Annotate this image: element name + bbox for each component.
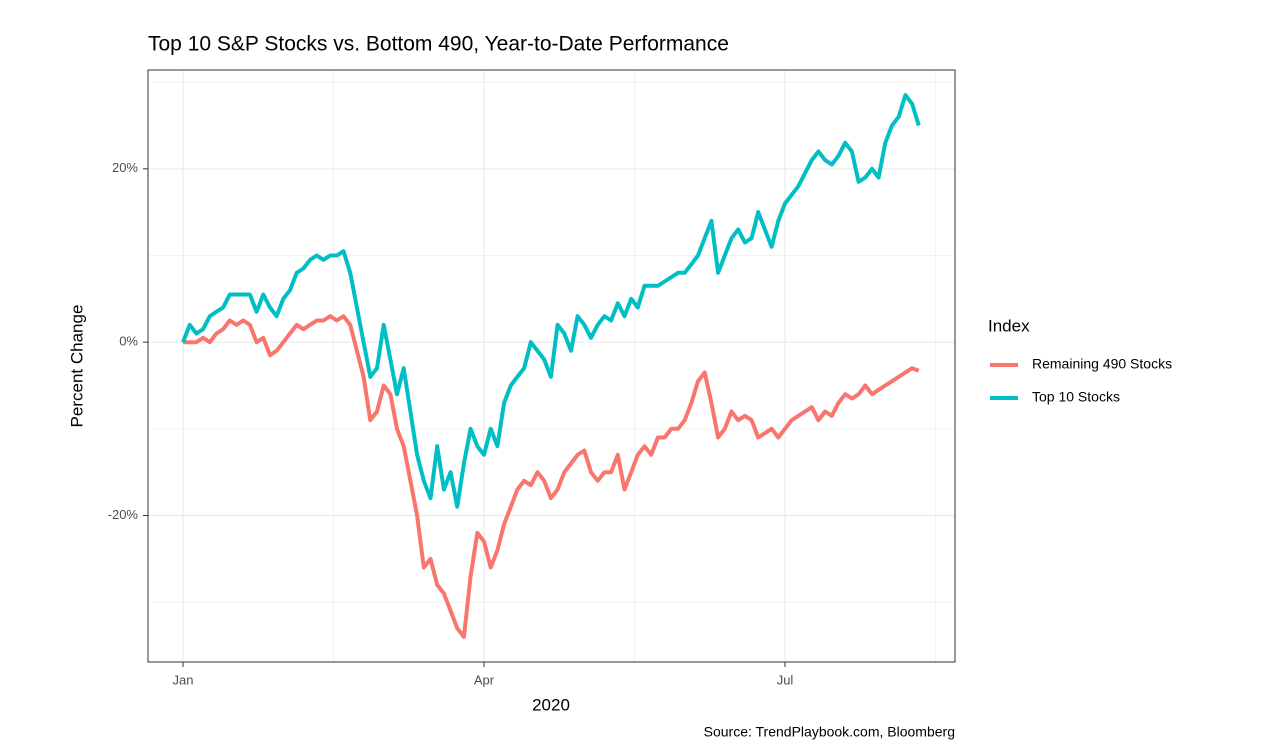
y-tick-label: -20% <box>108 507 139 522</box>
plot-border <box>147 69 956 663</box>
legend-label: Remaining 490 Stocks <box>1032 356 1172 372</box>
y-axis-label: Percent Change <box>67 305 86 428</box>
y-tick-label: 0% <box>119 334 138 349</box>
x-axis-label: 2020 <box>532 695 570 714</box>
chart-title: Top 10 S&P Stocks vs. Bottom 490, Year-t… <box>148 33 729 56</box>
legend-label: Top 10 Stocks <box>1032 389 1120 405</box>
series-line <box>181 93 921 509</box>
x-tick-label: Apr <box>474 672 495 687</box>
y-tick-label: 20% <box>112 160 138 175</box>
legend-title: Index <box>988 316 1030 335</box>
source-note: Source: TrendPlaybook.com, Bloomberg <box>704 724 955 740</box>
x-tick-label: Jan <box>173 672 194 687</box>
x-tick-label: Jul <box>777 672 794 687</box>
series-line <box>183 314 920 639</box>
